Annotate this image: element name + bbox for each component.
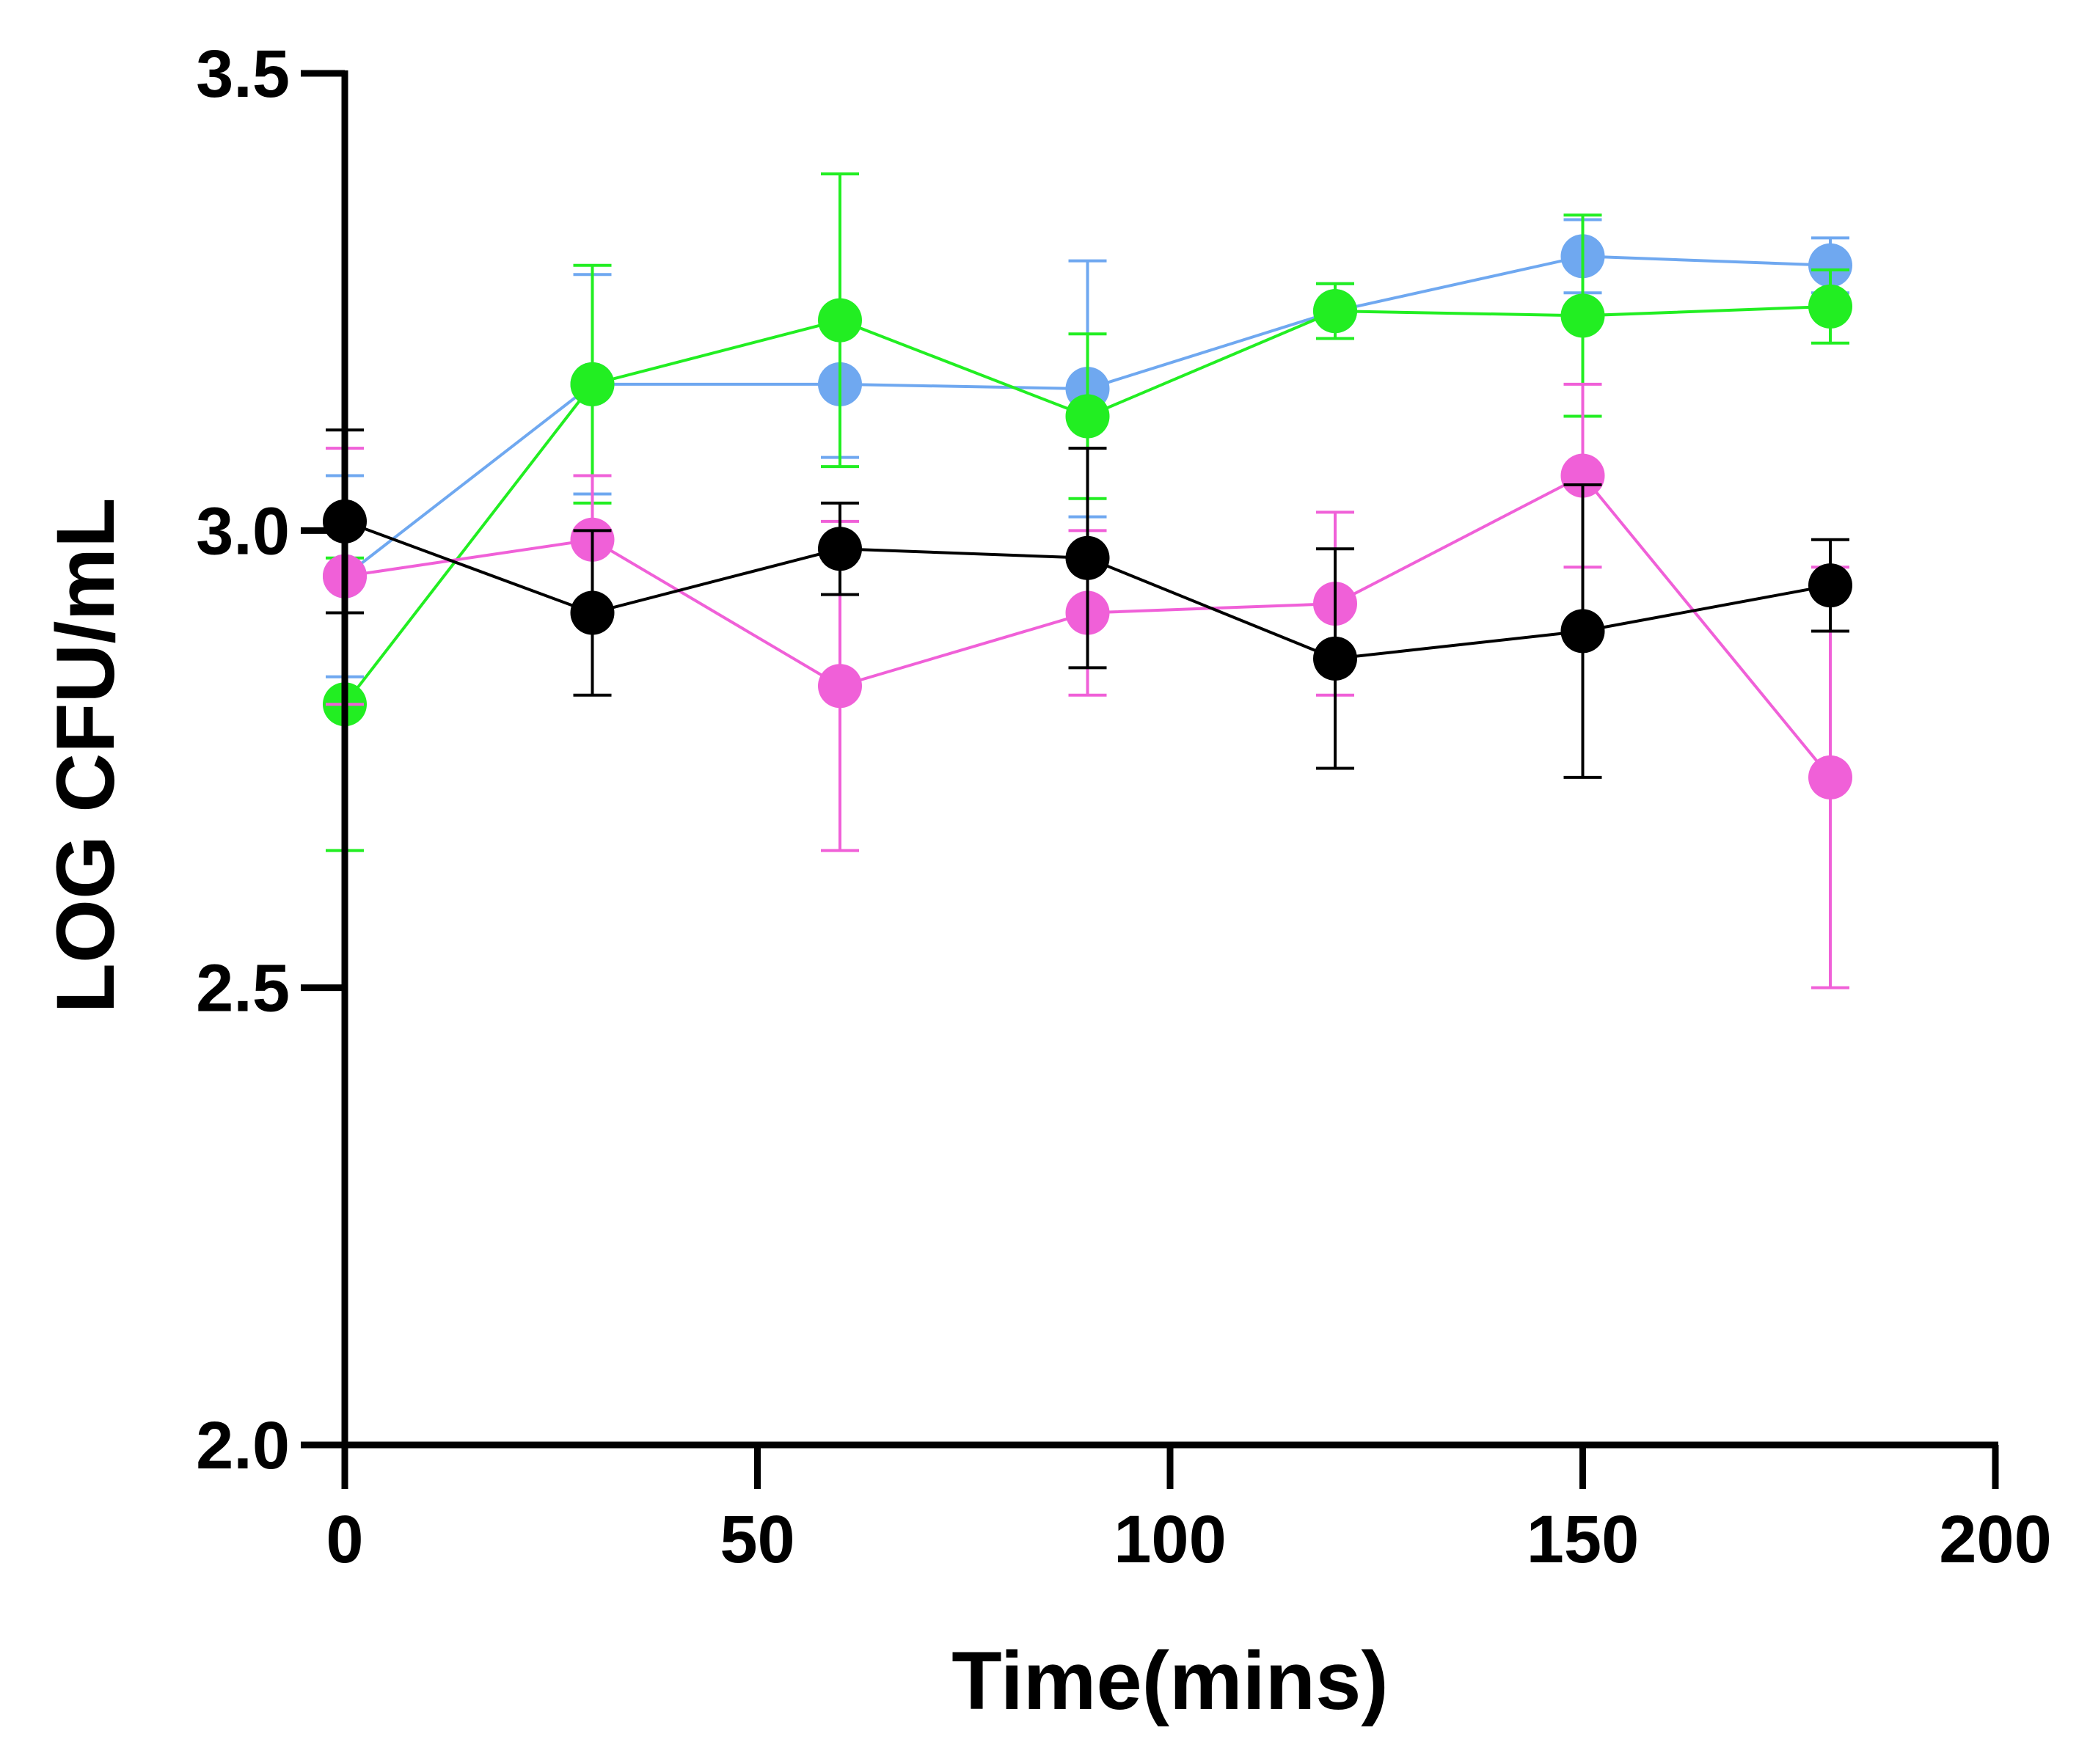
data-point-black bbox=[1560, 609, 1605, 654]
data-point-black bbox=[570, 590, 615, 635]
data-point-black bbox=[1313, 636, 1357, 681]
axes-layer bbox=[341, 70, 1998, 1449]
x-tick-label: 50 bbox=[720, 1502, 794, 1577]
y-tick-label: 2.5 bbox=[196, 951, 290, 1026]
data-point-green bbox=[570, 362, 615, 406]
data-point-black bbox=[818, 527, 862, 571]
data-point-green bbox=[1808, 284, 1852, 329]
series-black bbox=[323, 428, 1852, 779]
y-tick-label: 3.5 bbox=[196, 37, 290, 111]
y-tick-label: 2.0 bbox=[196, 1408, 290, 1483]
data-point-green bbox=[818, 298, 862, 343]
data-point-green bbox=[1065, 394, 1110, 439]
x-tick-label: 200 bbox=[1939, 1502, 2052, 1577]
x-tick-label: 100 bbox=[1114, 1502, 1227, 1577]
y-tick-label: 3.0 bbox=[196, 494, 290, 568]
series-layer bbox=[323, 172, 1852, 989]
data-point-green bbox=[1313, 289, 1357, 334]
data-point-black bbox=[1808, 563, 1852, 608]
x-axis-title: Time(mins) bbox=[951, 1635, 1388, 1727]
data-point-magenta bbox=[1808, 755, 1852, 799]
data-point-magenta bbox=[818, 664, 862, 709]
ticks-layer: 2.0 2.5 3.0 3.5 0 50 100 150 200 bbox=[196, 37, 2052, 1577]
data-point-blue bbox=[1808, 243, 1852, 288]
y-axis-title: LOG CFU/mL bbox=[40, 497, 131, 1013]
data-point-magenta bbox=[1560, 453, 1605, 498]
x-tick-label: 150 bbox=[1527, 1502, 1640, 1577]
x-tick-label: 0 bbox=[326, 1502, 363, 1577]
data-point-black bbox=[1065, 535, 1110, 580]
data-point-green bbox=[1560, 293, 1605, 338]
